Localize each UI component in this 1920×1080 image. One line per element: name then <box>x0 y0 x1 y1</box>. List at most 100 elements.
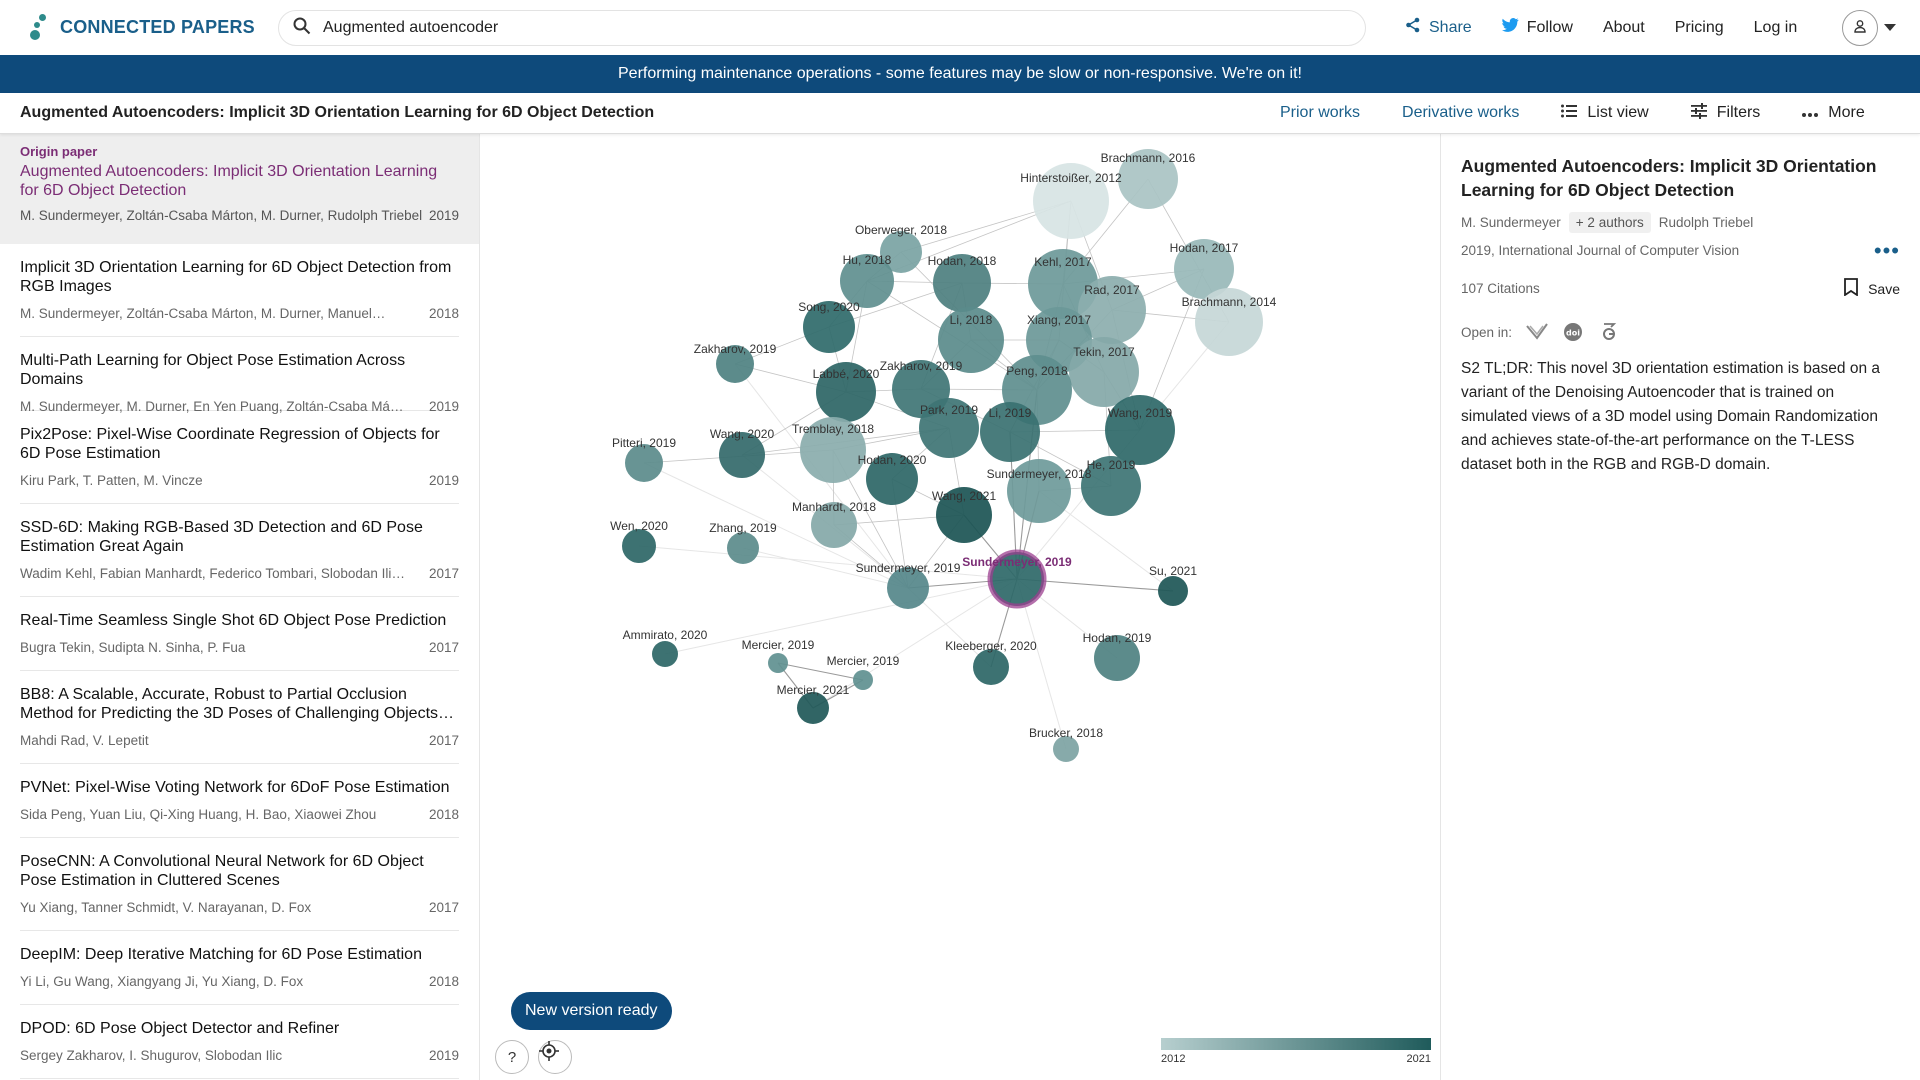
graph-node[interactable] <box>973 649 1009 685</box>
graph-node[interactable] <box>800 417 866 483</box>
graph-node[interactable] <box>1158 576 1188 606</box>
paper-list-item[interactable]: DeepIM: Deep Iterative Matching for 6D P… <box>20 931 459 1005</box>
graph-node[interactable] <box>716 345 754 383</box>
more-authors-chip[interactable]: + 2 authors <box>1568 212 1651 233</box>
graph-node[interactable] <box>625 444 663 482</box>
graph-node[interactable] <box>887 567 929 609</box>
graph-node-label: Kehl, 2017 <box>1034 255 1092 269</box>
graph-node-label: Hinterstoißer, 2012 <box>1020 171 1122 185</box>
graph-node[interactable] <box>1078 276 1146 344</box>
origin-paper-item[interactable]: Origin paper Augmented Autoencoders: Imp… <box>0 134 479 244</box>
help-button[interactable]: ? <box>495 1040 529 1074</box>
graph-node[interactable] <box>797 692 829 724</box>
follow-label: Follow <box>1526 18 1573 36</box>
graph-node[interactable] <box>936 487 992 543</box>
recenter-button[interactable] <box>538 1040 572 1074</box>
paper-year: 2017 <box>428 566 459 581</box>
paper-list-item[interactable]: Multi-Path Learning for Object Pose Esti… <box>20 337 459 414</box>
graph-node[interactable] <box>853 670 873 690</box>
graph-node[interactable] <box>1174 239 1234 299</box>
graph-node[interactable] <box>1033 163 1109 239</box>
more-icon <box>1802 104 1819 122</box>
paper-year: 2017 <box>428 733 459 748</box>
paper-list-item[interactable]: Real-Time Seamless Single Shot 6D Object… <box>20 597 459 671</box>
graph-node-label: Hodan, 2019 <box>1083 631 1152 645</box>
search-icon <box>293 17 311 40</box>
about-link[interactable]: About <box>1602 18 1645 36</box>
graph-node-label: Sundermeyer, 2019 <box>962 555 1072 569</box>
filters-label: Filters <box>1716 104 1761 121</box>
graph-node[interactable] <box>938 307 1004 373</box>
prior-works-button[interactable]: Prior works <box>1280 104 1361 121</box>
legend-min: 2012 <box>1161 1053 1186 1065</box>
graph-node[interactable] <box>811 502 857 548</box>
graph-node[interactable] <box>1094 635 1140 681</box>
graph-node[interactable] <box>622 529 656 563</box>
paper-list-item[interactable]: Pix2Pose: Pixel-Wise Coordinate Regressi… <box>20 411 459 504</box>
open-in-row: Open in: doi <box>1461 321 1900 343</box>
paper-list-item[interactable]: PVNet: Pixel-Wise Voting Network for 6Do… <box>20 764 459 838</box>
save-button[interactable]: Save <box>1844 278 1900 299</box>
logo-icon <box>30 14 52 40</box>
pricing-link[interactable]: Pricing <box>1674 18 1724 36</box>
titlebar-actions: Prior works Derivative works List view F… <box>1280 93 1907 134</box>
paper-authors: Yi Li, Gu Wang, Xiangyang Ji, Yu Xiang, … <box>20 974 304 989</box>
graph-node[interactable] <box>768 653 788 673</box>
paper-list-item[interactable]: SSD-6D: Making RGB-Based 3D Detection an… <box>20 504 459 597</box>
graph-node[interactable] <box>919 398 979 458</box>
graph-node-label: Brachmann, 2014 <box>1182 295 1277 309</box>
list-view-button[interactable]: List view <box>1561 104 1649 123</box>
graph-node[interactable] <box>866 453 918 505</box>
graph-node[interactable] <box>803 301 855 353</box>
semantic-scholar-icon[interactable] <box>1526 321 1548 343</box>
paper-list-item[interactable]: DPOD: 6D Pose Object Detector and Refine… <box>20 1005 459 1079</box>
graph-node[interactable] <box>727 532 759 564</box>
graph-canvas[interactable]: Brachmann, 2016 Hinterstoißer, 2012 Oberwe… <box>481 134 1439 1080</box>
graph-node-label: Ammirato, 2020 <box>623 628 708 642</box>
paper-title: SSD-6D: Making RGB-Based 3D Detection an… <box>20 519 423 555</box>
graph-node[interactable] <box>880 231 922 273</box>
detail-first-author[interactable]: M. Sundermeyer <box>1461 215 1561 230</box>
paper-list-item[interactable]: BB8: A Scalable, Accurate, Robust to Par… <box>20 671 459 764</box>
graph-node[interactable] <box>987 549 1047 609</box>
graph-node[interactable] <box>840 254 894 308</box>
paper-list-item[interactable]: Implicit 3D Orientation Learning for 6D … <box>20 244 459 337</box>
graph-node[interactable] <box>980 402 1040 462</box>
share-button[interactable]: Share <box>1405 17 1472 38</box>
graph-node[interactable] <box>1105 395 1175 465</box>
graph-node[interactable] <box>1081 456 1141 516</box>
maintenance-banner: Performing maintenance operations - some… <box>0 55 1920 93</box>
new-version-button[interactable]: New version ready <box>511 992 672 1030</box>
chevron-down-icon[interactable] <box>1884 24 1896 31</box>
graph-node[interactable] <box>1007 459 1071 523</box>
detail-more-icon[interactable]: ••• <box>1873 237 1900 263</box>
graph-node[interactable] <box>816 362 876 422</box>
graph-node[interactable] <box>719 432 765 478</box>
paper-title: Pix2Pose: Pixel-Wise Coordinate Regressi… <box>20 426 440 462</box>
citation-graph[interactable]: Brachmann, 2016 Hinterstoißer, 2012 Oberwe… <box>481 134 1439 1080</box>
detail-last-author[interactable]: Rudolph Triebel <box>1658 215 1754 230</box>
google-scholar-icon[interactable] <box>1598 321 1620 343</box>
account-button[interactable] <box>1842 10 1878 46</box>
graph-node[interactable] <box>933 254 991 312</box>
graph-node-label: Song, 2020 <box>798 300 860 314</box>
search-box[interactable] <box>278 10 1366 46</box>
search-input[interactable] <box>323 19 1223 37</box>
more-button[interactable]: More <box>1802 104 1865 122</box>
graph-node[interactable] <box>1069 337 1139 407</box>
doi-icon[interactable]: doi <box>1562 321 1584 343</box>
graph-node[interactable] <box>1118 149 1178 209</box>
paper-list-item[interactable]: PoseCNN: A Convolutional Neural Network … <box>20 838 459 931</box>
detail-authors: M. Sundermeyer + 2 authors Rudolph Trieb… <box>1461 212 1900 233</box>
derivative-works-button[interactable]: Derivative works <box>1402 104 1520 121</box>
graph-node[interactable] <box>1053 736 1079 762</box>
login-link[interactable]: Log in <box>1753 18 1798 36</box>
follow-button[interactable]: Follow <box>1501 18 1573 37</box>
year-legend: 2012 2021 <box>1161 1038 1431 1065</box>
filters-button[interactable]: Filters <box>1690 102 1761 124</box>
graph-node[interactable] <box>1195 288 1263 356</box>
graph-node[interactable] <box>652 641 678 667</box>
paper-year: 2018 <box>428 807 459 822</box>
logo[interactable]: CONNECTED PAPERS <box>30 14 255 40</box>
paper-title: Multi-Path Learning for Object Pose Esti… <box>20 352 406 388</box>
